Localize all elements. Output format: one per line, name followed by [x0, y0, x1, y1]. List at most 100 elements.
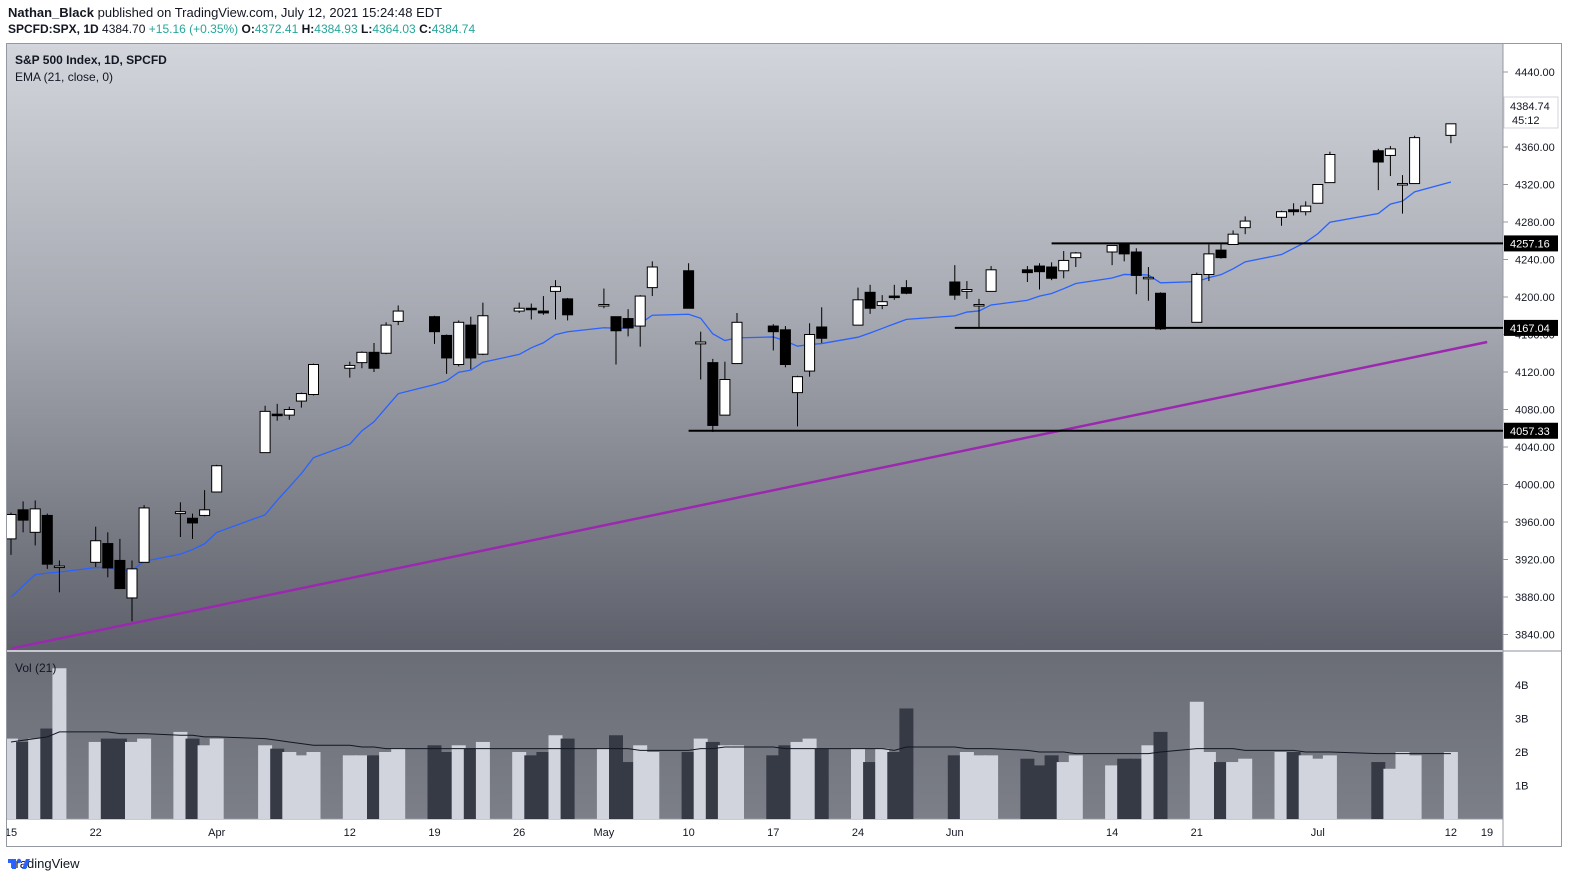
candle-down	[767, 325, 779, 333]
price-tick-label: 4120.00	[1515, 367, 1555, 379]
time-axis[interactable]: 15 22 Apr 12 19 26 May 10 17 24 Jun 14 21 Jul 12 19	[7, 827, 1493, 839]
published-text: published on TradingView.com, July 12, 2…	[97, 5, 443, 20]
series-legend-title[interactable]: S&P 500 Index, 1D, SPCFD	[15, 53, 167, 67]
price-tick-label: 4360.00	[1515, 142, 1555, 154]
ohlc-line: SPCFD:SPX, 1D 4384.70 +15.16 (+0.35%) O:…	[8, 22, 475, 36]
candle-down	[1118, 244, 1130, 255]
support-level-tag	[1504, 422, 1558, 439]
candle-up	[852, 299, 864, 326]
volume-bar	[524, 755, 539, 819]
candle-up	[1191, 274, 1203, 323]
candle-up	[392, 310, 404, 322]
candle-down	[949, 281, 961, 296]
volume-bar	[730, 745, 744, 819]
chart-canvas[interactable]: 3840.00 3880.00 3920.00 3960.00 4000.00 4040.…	[7, 44, 1561, 846]
volume-bar	[1056, 762, 1071, 819]
volume-bar	[258, 745, 273, 819]
candle-down	[707, 362, 719, 426]
candle-up	[29, 508, 41, 533]
volume-bar	[28, 738, 43, 819]
volume-bar	[959, 752, 974, 819]
volume-bar	[451, 745, 466, 819]
candle-up	[598, 304, 610, 307]
support-level-tag	[1504, 319, 1558, 336]
volume-bar	[1395, 752, 1410, 819]
low-value: 4364.03	[372, 22, 416, 36]
volume-bar	[596, 748, 611, 819]
volume-bar	[814, 748, 829, 819]
volume-bar	[1117, 758, 1132, 819]
price-tick-label: 4280.00	[1515, 217, 1555, 229]
time-tick-label: Jul	[1311, 827, 1325, 839]
candle-up	[344, 364, 356, 369]
volume-bar	[173, 731, 188, 819]
candle-down	[441, 334, 453, 359]
candle-up	[1300, 205, 1312, 213]
candle-up	[1227, 233, 1239, 245]
volume-bar	[282, 752, 297, 819]
volume-bar	[778, 745, 793, 819]
volume-bar	[125, 741, 139, 819]
volume-pane-bg	[7, 652, 1503, 819]
volume-bar	[1226, 762, 1241, 819]
volume-bar	[790, 741, 805, 819]
candle-up	[7, 514, 17, 540]
chart-frame[interactable]: 3840.00 3880.00 3920.00 3960.00 4000.00 4040.…	[6, 43, 1562, 847]
candle-up	[90, 540, 102, 563]
price-tick-label: 4240.00	[1515, 255, 1555, 267]
candle-up	[804, 334, 816, 372]
price-tick-label: 4040.00	[1515, 442, 1555, 454]
volume-bar	[306, 752, 321, 819]
volume-bar	[1407, 755, 1422, 819]
author-name[interactable]: Nathan_Black	[8, 5, 94, 20]
volume-bar	[681, 752, 696, 819]
candle-up	[1312, 184, 1324, 204]
price-axis[interactable]: 3840.00 3880.00 3920.00 3960.00 4000.00 4040.…	[1503, 67, 1555, 793]
candle-up	[1445, 123, 1457, 136]
volume-bar	[112, 738, 127, 819]
volume-bar	[984, 755, 999, 819]
candle-up	[550, 286, 561, 292]
ema-legend[interactable]: EMA (21, close, 0)	[15, 70, 114, 84]
close-label: C:	[419, 22, 432, 36]
candle-up	[1142, 276, 1154, 280]
volume-bar	[536, 752, 551, 819]
candle-up	[174, 511, 186, 515]
volume-bar	[1153, 731, 1168, 819]
low-label: L:	[361, 22, 373, 36]
support-level-tag	[1504, 235, 1558, 252]
candle-up	[961, 289, 973, 292]
candle-up	[53, 565, 65, 569]
volume-bar	[1371, 762, 1386, 819]
volume-bar	[863, 762, 878, 819]
volume-bar	[52, 668, 67, 819]
last-price-tag: 4384.74 45:12	[1503, 96, 1559, 129]
volume-bar	[705, 741, 720, 819]
price-tick-label: 4080.00	[1515, 405, 1555, 417]
high-label: H:	[301, 22, 315, 36]
candle-down	[429, 316, 440, 333]
candle-down	[271, 413, 283, 417]
candle-down	[525, 307, 537, 311]
candle-down	[187, 517, 198, 524]
volume-bar	[766, 755, 781, 819]
volume-legend[interactable]: Vol (21)	[15, 661, 57, 675]
volume-bar	[270, 748, 285, 819]
volume-tick-label: 2B	[1515, 747, 1528, 759]
publish-line: Nathan_Black published on TradingView.co…	[8, 5, 442, 20]
support-level-label: 4057.33	[1510, 426, 1550, 438]
candle-up	[199, 509, 211, 516]
candle-up	[211, 465, 223, 493]
candle-down	[465, 324, 477, 359]
volume-bar	[887, 752, 902, 819]
support-level-label: 4257.16	[1510, 238, 1550, 250]
candle-down	[1034, 265, 1045, 273]
candle-down	[864, 291, 876, 309]
candle-down	[41, 514, 53, 565]
candle-up	[295, 393, 307, 402]
candle-up	[1106, 244, 1118, 253]
candle-up	[513, 307, 525, 312]
footer-brand[interactable]: TradingView	[8, 856, 80, 871]
open-value: 4372.41	[254, 22, 299, 36]
candle-down	[368, 351, 380, 369]
